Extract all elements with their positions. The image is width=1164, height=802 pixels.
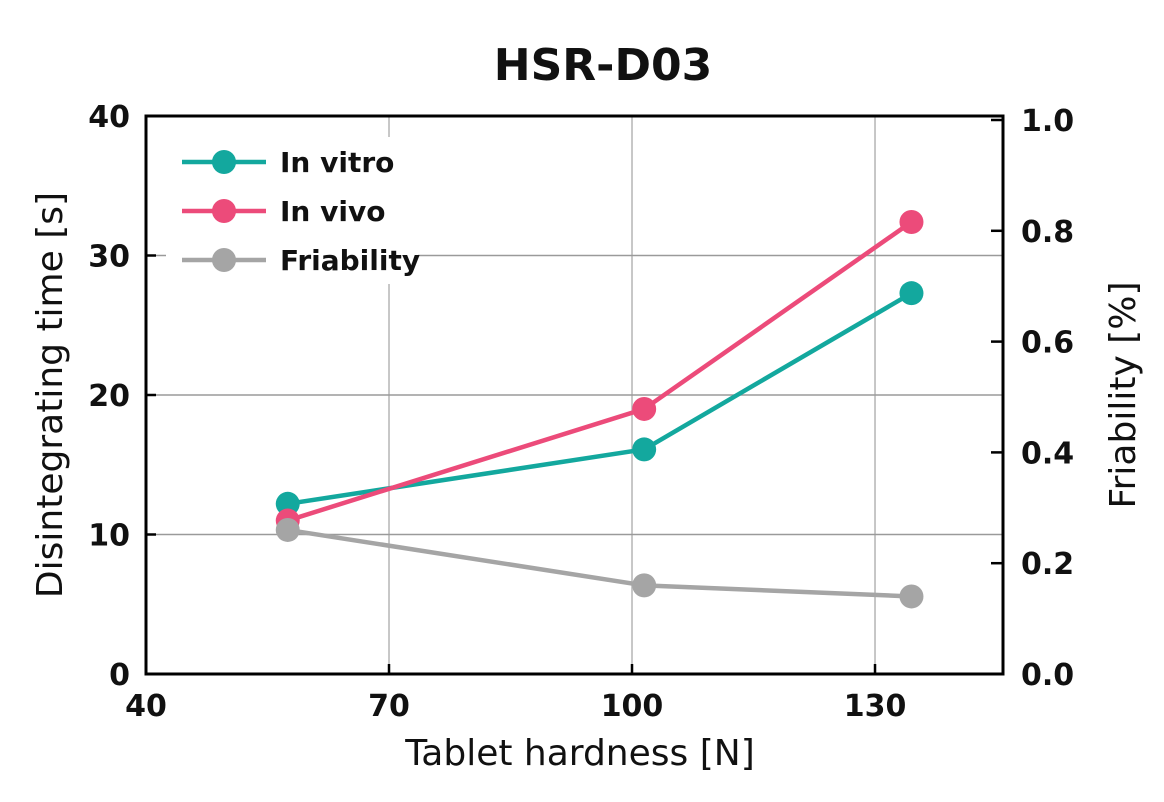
y2-tick-label: 0.8 (1021, 215, 1074, 250)
y2-axis-label: Friability [%] (1103, 282, 1144, 509)
legend-label-friability: Friability (280, 244, 420, 277)
x-axis-label: Tablet hardness [N] (404, 733, 755, 774)
series-point-in-vivo (899, 210, 923, 234)
y-tick-label: 30 (88, 240, 130, 275)
legend-marker-friability (212, 248, 236, 272)
y2-tick-label: 0.6 (1021, 326, 1074, 361)
series-point-friability (632, 573, 656, 597)
legend-label-in-vivo: In vivo (280, 195, 385, 228)
legend: In vitro In vivo Friability (182, 146, 420, 277)
y2-tick-label: 0.4 (1021, 436, 1074, 471)
x-tick-label: 70 (368, 689, 410, 724)
series-point-in-vitro (899, 281, 923, 305)
legend-label-in-vitro: In vitro (280, 146, 394, 179)
series-line-in-vitro (288, 293, 912, 504)
legend-marker-in-vivo (212, 199, 236, 223)
y-tick-label: 20 (88, 379, 130, 414)
y-axis-label: Disintegrating time [s] (30, 192, 71, 598)
series-point-friability (899, 584, 923, 608)
series-point-friability (276, 518, 300, 542)
y-tick-label: 0 (109, 658, 130, 693)
y2-tick-label: 1.0 (1021, 104, 1074, 139)
chart-title: HSR-D03 (494, 40, 712, 91)
legend-marker-in-vitro (212, 150, 236, 174)
y2-tick-label: 0.2 (1021, 547, 1074, 582)
y-tick-label: 40 (88, 100, 130, 135)
y-tick-label: 10 (88, 519, 130, 554)
series-line-friability (288, 530, 912, 596)
series-point-in-vivo (632, 397, 656, 421)
series-point-in-vitro (632, 437, 656, 461)
x-tick-label: 100 (601, 689, 664, 724)
x-tick-label: 130 (844, 689, 907, 724)
x-tick-label: 40 (125, 689, 167, 724)
y2-tick-label: 0.0 (1021, 658, 1074, 693)
